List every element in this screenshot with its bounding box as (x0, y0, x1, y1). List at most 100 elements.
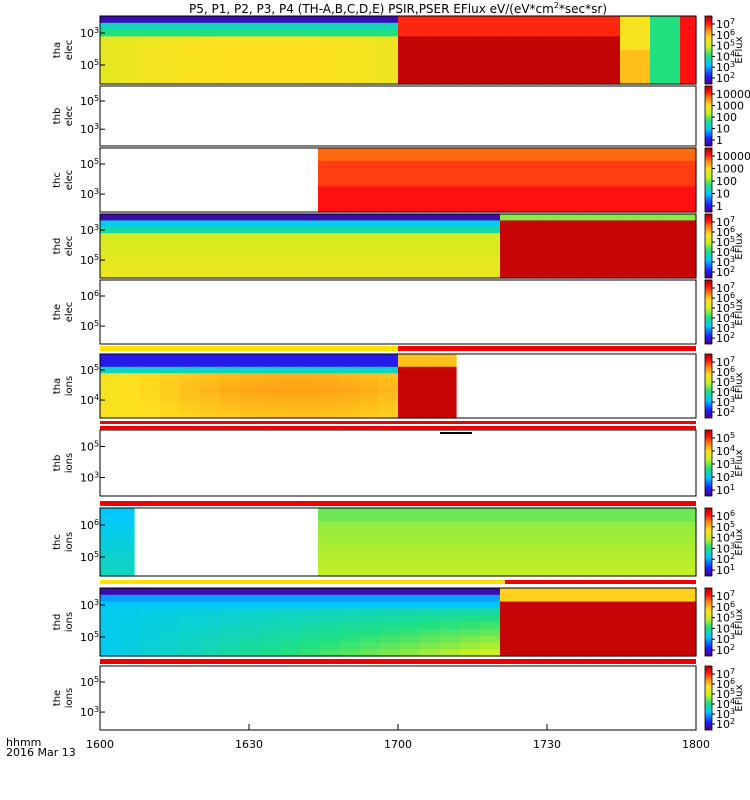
spectrogram-cell (200, 265, 221, 273)
spectrogram-cell (539, 226, 560, 234)
spectrogram-cell (616, 148, 637, 155)
y-tick-label: 105 (80, 440, 99, 454)
spectrogram-cell (159, 56, 181, 65)
spectrogram-cell (378, 16, 399, 24)
spectrogram-cell (417, 180, 438, 187)
spectrogram-cell (300, 594, 321, 603)
spectrogram-cell (637, 246, 658, 253)
spectrogram-cell (598, 239, 619, 247)
spectrogram-cell (100, 562, 118, 570)
spectrogram-cell (598, 226, 619, 234)
spectrogram-cell (340, 220, 361, 228)
spectrogram-cell (140, 615, 161, 623)
spectrogram-cell (280, 635, 301, 643)
spectrogram-cell (117, 562, 135, 570)
spectrogram-cell (516, 199, 538, 207)
spectrogram-cell (539, 16, 561, 24)
spectrogram-cell (298, 398, 320, 406)
spectrogram-cell (100, 628, 121, 637)
colorbar-tick-label: 103 (716, 255, 735, 269)
spectrogram-cell (656, 226, 677, 234)
spectrogram-cell (436, 379, 457, 387)
spectrogram-cell (240, 265, 261, 273)
spectrogram-cell (320, 246, 341, 253)
spectrogram-cell (397, 521, 419, 529)
spectrogram-cell (260, 246, 281, 253)
spectrogram-cell (220, 615, 241, 623)
spectrogram-cell (616, 205, 637, 213)
spectrogram-cell (100, 239, 121, 247)
spectrogram-cell (519, 642, 540, 650)
spectrogram-cell (179, 392, 200, 400)
spectrogram-cell (278, 77, 300, 85)
spectrogram-cell (558, 233, 579, 241)
spectrogram-cell (240, 615, 261, 623)
spectrogram-cell (420, 615, 441, 623)
spectrogram-cell (219, 16, 240, 24)
spectrogram-cell (636, 528, 657, 536)
panel-probe-label: thc (52, 534, 63, 550)
spectrogram-cell (539, 70, 561, 78)
spectrogram-cell (596, 555, 617, 563)
spectrogram-cell (397, 160, 419, 168)
spectrogram-cell (119, 366, 141, 374)
spectrogram-cell (117, 528, 135, 536)
spectrogram-cell (500, 258, 521, 266)
spectrogram-cell (558, 649, 579, 657)
spectrogram-cell (599, 50, 621, 58)
spectrogram-cell (360, 214, 381, 221)
spectrogram-cell (437, 562, 458, 570)
spectrogram-cell (278, 36, 300, 44)
spectrogram-cell (556, 154, 578, 162)
spectrogram-cell (559, 22, 581, 31)
colorbar-tick-label: 107 (716, 589, 735, 603)
spectrogram-cell (556, 180, 578, 187)
spectrogram-cell (340, 642, 361, 650)
spectrogram-cell (637, 226, 658, 234)
spectrogram-cell (516, 186, 538, 194)
spectrogram-cell (616, 528, 637, 536)
spectrogram-cell (100, 373, 121, 381)
spectrogram-cell (558, 220, 579, 228)
spectrogram-cell (340, 214, 361, 221)
spectrogram-cell (576, 186, 598, 194)
spectrogram-cell (637, 642, 658, 650)
spectrogram-cell (358, 373, 379, 381)
y-tick-label: 103 (80, 471, 99, 485)
colorbar (704, 147, 713, 213)
spectrogram-cell (278, 411, 300, 419)
spectrogram-cell (220, 628, 241, 637)
spectrogram-cell (338, 386, 359, 393)
spectrogram-cell (300, 601, 321, 609)
spectrogram-cell (100, 508, 118, 516)
spectrogram-cell (457, 180, 478, 187)
spectrogram-cell (220, 649, 241, 657)
spectrogram-cell (556, 542, 578, 550)
spectrogram-cell (457, 514, 478, 523)
colorbar-tick-label: 1 (716, 134, 723, 147)
spectrogram-cell (676, 180, 697, 187)
spectrogram-cell (159, 22, 181, 31)
spectrogram-cell (159, 379, 181, 387)
panel-species-label: ions (64, 453, 75, 473)
spectrogram-cell (460, 239, 481, 247)
spectrogram-cell (398, 392, 418, 400)
spectrogram-cell (219, 50, 240, 58)
spectrogram-cell (219, 63, 240, 71)
spectrogram-cell (160, 594, 181, 603)
data-gap-marker (440, 432, 472, 434)
spectrogram-cell (200, 258, 221, 266)
spectrogram-cell (100, 354, 121, 361)
spectrogram-cell (159, 398, 181, 406)
spectrogram-cell (420, 601, 441, 609)
spectrogram-cell (280, 642, 301, 650)
spectrogram-cell (360, 226, 381, 234)
spectrogram-cell (676, 528, 697, 536)
spectrogram-cell (280, 252, 301, 260)
colorbar-title: EFlux (734, 232, 745, 259)
spectrogram-cell (400, 588, 421, 596)
spectrogram-cell (598, 594, 619, 603)
panel-frame (99, 353, 697, 419)
spectrogram-cell (676, 220, 697, 228)
x-tick-label: 1800 (682, 738, 710, 751)
